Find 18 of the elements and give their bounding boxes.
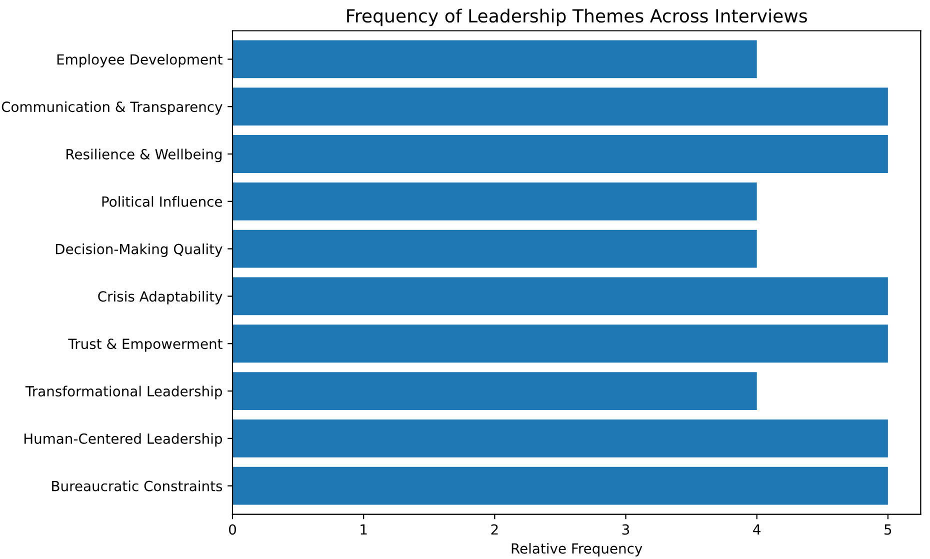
y-tick-label: Human-Centered Leadership — [24, 433, 222, 447]
x-tick-label: 3 — [622, 524, 630, 535]
y-tick-label: Crisis Adaptability — [98, 290, 222, 304]
chart-title: Frequency of Leadership Themes Across Interviews — [347, 8, 807, 26]
y-tick-label: Trust & Empowerment — [68, 338, 222, 352]
x-axis-title: Relative Frequency — [512, 543, 642, 556]
x-tick-label: 5 — [884, 524, 892, 535]
y-tick-label: Political Influence — [102, 196, 222, 207]
x-tick-label: 2 — [491, 524, 498, 535]
x-tick-label: 0 — [228, 524, 236, 535]
x-tick-label: 4 — [753, 524, 760, 535]
y-tick-label: Resilience & Wellbeing — [66, 148, 222, 162]
y-tick-label: Communication & Transparency — [2, 101, 222, 115]
y-tick-label: Bureaucratic Constraints — [52, 480, 222, 492]
y-tick-label: Decision-Making Quality — [56, 244, 222, 257]
y-tick-label: Transformational Leadership — [25, 386, 222, 400]
x-tick-label: 1 — [360, 524, 367, 535]
y-tick-label: Employee Development — [57, 54, 222, 68]
